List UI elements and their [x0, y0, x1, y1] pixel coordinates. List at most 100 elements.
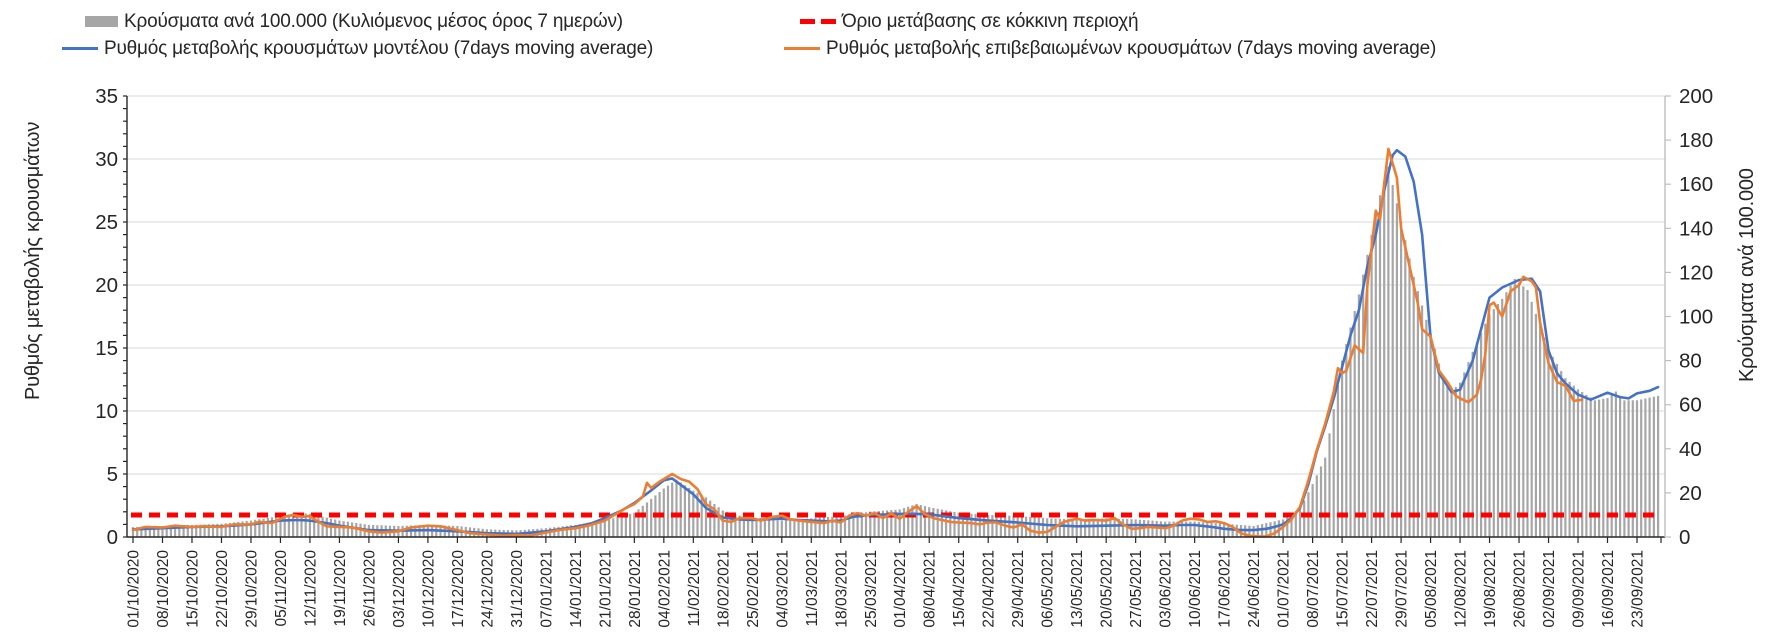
bar: [169, 525, 172, 537]
x-tick-label: 01/07/2021: [1276, 550, 1293, 628]
bar: [1484, 323, 1487, 537]
bar: [616, 517, 619, 537]
bar: [747, 518, 750, 537]
bar: [1640, 399, 1643, 537]
bar: [1117, 518, 1120, 537]
bar: [818, 517, 821, 537]
bar: [1425, 319, 1428, 537]
bar: [216, 523, 219, 537]
bar: [763, 519, 766, 537]
y-left-tick-label: 25: [95, 211, 118, 234]
bar: [266, 517, 269, 537]
bar: [1442, 378, 1445, 537]
x-tick-label: 25/02/2021: [745, 550, 762, 628]
x-tick-label: 05/11/2020: [273, 550, 290, 627]
bar: [1058, 518, 1061, 537]
bar: [999, 515, 1002, 537]
bar: [237, 521, 240, 537]
bar: [772, 520, 775, 537]
bar: [1362, 274, 1365, 537]
bar: [1092, 518, 1095, 537]
bar: [789, 519, 792, 537]
x-tick-label: 26/08/2021: [1512, 550, 1529, 628]
legend-label-threshold: Όριο μετάβασης σε κόκκινη περιοχή: [842, 10, 1139, 32]
bar: [1206, 522, 1209, 537]
bar: [346, 521, 349, 537]
legend: Κρούσματα ανά 100.000 (Κυλιόμενος μέσος …: [0, 8, 1771, 66]
bar: [561, 526, 564, 537]
bar: [1517, 282, 1521, 537]
bar: [671, 482, 674, 537]
bar: [633, 512, 636, 537]
bar: [262, 518, 265, 537]
legend-label-confirmed-line: Ρυθμός μεταβολής επιβεβαιωμένων κρουσμάτ…: [826, 37, 1437, 59]
bar: [827, 517, 830, 537]
bar: [591, 522, 594, 537]
bar: [1391, 184, 1394, 537]
bar: [1610, 394, 1613, 537]
x-tick-label: 28/01/2021: [627, 550, 644, 628]
y-right-tick-label: 160: [1679, 173, 1713, 196]
bar: [666, 485, 670, 537]
bar: [165, 525, 168, 537]
x-tick-label: 17/12/2020: [450, 550, 467, 628]
x-tick-label: 15/04/2021: [951, 550, 968, 628]
bar: [1147, 520, 1150, 537]
x-tick-label: 04/03/2021: [774, 550, 791, 628]
bar: [599, 521, 602, 537]
bar: [1602, 398, 1605, 537]
y-left-axis: 0 5 10 15 20 25 30 35: [95, 85, 127, 549]
bar: [940, 509, 943, 537]
bar: [1227, 524, 1230, 537]
x-tick-label: 04/02/2021: [656, 550, 673, 628]
bar: [1606, 398, 1609, 537]
bar: [1564, 378, 1567, 537]
bar: [1421, 305, 1424, 537]
bar: [182, 525, 185, 537]
bar: [254, 519, 257, 537]
y-right-tick-label: 80: [1679, 350, 1702, 373]
x-tick-label: 18/03/2021: [833, 550, 850, 628]
bar: [178, 525, 181, 537]
bar: [1303, 500, 1306, 538]
x-tick-label: 06/05/2021: [1040, 550, 1057, 628]
bar: [1029, 517, 1032, 537]
bar: [342, 521, 345, 537]
bar: [810, 518, 813, 537]
y-right-tick-label: 20: [1679, 482, 1702, 505]
bar: [1522, 286, 1525, 537]
bar: [1572, 385, 1575, 537]
bar: [730, 513, 733, 537]
bar: [1079, 519, 1082, 537]
x-tick-label: 22/10/2020: [214, 550, 231, 628]
bar: [1172, 521, 1175, 537]
bar: [1062, 518, 1066, 537]
bar: [279, 516, 282, 537]
bar: [595, 521, 598, 537]
legend-label-model-line: Ρυθμός μεταβολής κρουσμάτων μοντέλου (7d…: [104, 37, 654, 59]
bar: [751, 519, 754, 537]
bar: [713, 503, 716, 537]
bar: [1113, 518, 1116, 537]
x-tick-label: 03/12/2020: [391, 550, 408, 628]
x-tick-label: 27/05/2021: [1128, 550, 1145, 628]
y-right-tick-label: 140: [1679, 217, 1713, 240]
bar: [1121, 518, 1125, 537]
bar: [1332, 409, 1335, 537]
bar: [721, 510, 724, 537]
legend-item-model-line: Ρυθμός μεταβολής κρουσμάτων μοντέλου (7d…: [62, 35, 653, 62]
legend-label-cases-bars: Κρούσματα ανά 100.000 (Κυλιόμενος μέσος …: [124, 10, 623, 32]
bar: [1193, 521, 1196, 537]
y-right-tick-label: 200: [1679, 85, 1713, 108]
bar: [1197, 521, 1200, 537]
bar: [1294, 511, 1297, 537]
bar: [725, 511, 729, 537]
y-right-tick-label: 60: [1679, 394, 1702, 417]
x-tick-label: 15/07/2021: [1335, 550, 1352, 628]
bar: [700, 495, 703, 537]
bar: [1357, 294, 1360, 537]
bar: [1644, 398, 1647, 537]
bar: [987, 515, 990, 537]
bar: [641, 505, 644, 537]
